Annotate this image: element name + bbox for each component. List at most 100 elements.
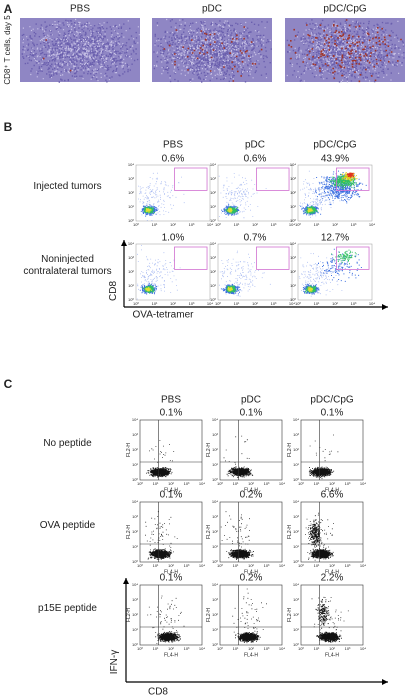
x-tick-label: 10⁴ xyxy=(207,301,213,306)
x-tick-label: 10³ xyxy=(271,301,277,306)
y-tick-label: 10² xyxy=(210,190,216,195)
y-tick-label: 10² xyxy=(290,190,296,195)
x-axis-label: CD8 xyxy=(148,687,168,698)
y-tick-label: 10¹ xyxy=(132,627,138,632)
y-tick-label: 10² xyxy=(212,612,218,617)
x-tick-label: 10¹ xyxy=(233,646,239,651)
y-tick-label: 10⁴ xyxy=(293,499,299,504)
y-tick-label: 10³ xyxy=(210,255,216,260)
row-label: Noninjected contralateral tumors xyxy=(23,254,112,277)
percent-label: 0.1% xyxy=(160,573,183,584)
x-tick-label: 10⁴ xyxy=(360,563,366,568)
y-tick-label: 10² xyxy=(128,269,134,274)
y-tick-label: 10² xyxy=(132,447,138,452)
y-tick-label: 10³ xyxy=(132,514,138,519)
gate xyxy=(174,167,208,191)
y-tick-label: 10⁰ xyxy=(212,477,218,482)
column-header: pDC xyxy=(245,140,265,151)
plot-x-label: FL4-H xyxy=(325,652,339,658)
column-header: pDC/CpG xyxy=(323,4,367,15)
x-tick-label: 10² xyxy=(248,481,254,486)
y-tick-label: 10³ xyxy=(290,255,296,260)
dot-cloud xyxy=(288,19,402,83)
percent-label: 0.2% xyxy=(240,490,263,501)
x-tick-label: 10² xyxy=(170,222,176,227)
x-tick-label: 10² xyxy=(170,301,176,306)
x-tick-label: 10² xyxy=(248,563,254,568)
x-tick-label: 10⁴ xyxy=(199,646,205,651)
dot-cloud xyxy=(226,466,254,478)
x-tick-label: 10¹ xyxy=(234,301,240,306)
plot-x-label: FL4-H xyxy=(244,569,258,575)
x-tick-label: 10¹ xyxy=(233,481,239,486)
x-tick-label: 10² xyxy=(329,481,335,486)
y-tick-label: 10² xyxy=(293,612,299,617)
dot-cloud xyxy=(153,19,272,83)
y-tick-label: 10¹ xyxy=(293,627,299,632)
x-tick-label: 10² xyxy=(168,646,174,651)
panel-label: B xyxy=(4,120,13,134)
x-tick-label: 10¹ xyxy=(314,222,320,227)
y-tick-label: 10⁰ xyxy=(132,477,138,482)
y-tick-label: 10⁴ xyxy=(132,582,138,587)
x-tick-label: 10⁴ xyxy=(279,563,285,568)
x-tick-label: 10⁰ xyxy=(295,301,301,306)
y-tick-label: 10³ xyxy=(128,176,134,181)
arrow-head xyxy=(121,240,127,246)
y-tick-label: 10¹ xyxy=(212,627,218,632)
column-header: PBS xyxy=(163,140,183,151)
y-tick-label: 10³ xyxy=(132,432,138,437)
x-tick-label: 10⁴ xyxy=(289,222,295,227)
x-tick-label: 10² xyxy=(168,481,174,486)
percent-label: 0.1% xyxy=(240,408,263,419)
y-tick-label: 10¹ xyxy=(293,544,299,549)
y-tick-label: 10⁰ xyxy=(290,297,296,302)
x-tick-label: 10³ xyxy=(189,222,195,227)
y-tick-label: 10³ xyxy=(212,597,218,602)
x-tick-label: 10⁰ xyxy=(295,222,301,227)
y-tick-label: 10³ xyxy=(128,255,134,260)
y-tick-label: 10³ xyxy=(212,432,218,437)
plot-y-label: FL2-H xyxy=(287,443,293,457)
column-header: pDC xyxy=(241,395,261,406)
dot-cloud xyxy=(227,286,233,292)
x-tick-label: 10⁴ xyxy=(199,563,205,568)
x-tick-label: 10⁰ xyxy=(215,222,221,227)
dot-cloud xyxy=(144,287,152,292)
dot-cloud xyxy=(346,172,355,178)
x-tick-label: 10⁴ xyxy=(279,646,285,651)
dot-cloud xyxy=(307,208,314,213)
arrow-head xyxy=(382,304,388,310)
y-tick-label: 10² xyxy=(290,269,296,274)
x-tick-label: 10³ xyxy=(271,222,277,227)
y-tick-label: 10⁰ xyxy=(212,559,218,564)
dot-cloud xyxy=(331,249,357,265)
x-tick-label: 10³ xyxy=(345,563,351,568)
plot-y-label: FL2-H xyxy=(126,608,132,622)
y-tick-label: 10³ xyxy=(293,597,299,602)
flow-plot xyxy=(219,501,283,563)
y-tick-label: 10³ xyxy=(293,432,299,437)
plot-x-label: FL4-H xyxy=(164,569,178,575)
dot-cloud xyxy=(316,631,342,643)
dot-cloud xyxy=(21,19,139,83)
x-tick-label: 10² xyxy=(329,646,335,651)
x-tick-label: 10³ xyxy=(264,481,270,486)
y-tick-label: 10⁰ xyxy=(128,218,134,223)
y-tick-label: 10⁴ xyxy=(128,241,134,246)
x-tick-label: 10⁴ xyxy=(369,222,375,227)
dot-cloud xyxy=(235,631,261,644)
y-axis-label: IFN-γ xyxy=(109,650,120,674)
y-tick-label: 10⁰ xyxy=(210,297,216,302)
plot-y-label: FL2-H xyxy=(126,525,132,539)
y-tick-label: 10² xyxy=(128,190,134,195)
x-tick-label: 10¹ xyxy=(234,222,240,227)
column-header: PBS xyxy=(161,395,181,406)
y-tick-label: 10⁴ xyxy=(293,417,299,422)
panel-label: C xyxy=(4,377,13,391)
y-tick-label: 10¹ xyxy=(210,204,216,209)
x-tick-label: 10² xyxy=(248,646,254,651)
x-tick-label: 10³ xyxy=(184,646,190,651)
y-tick-label: 10⁴ xyxy=(212,582,218,587)
